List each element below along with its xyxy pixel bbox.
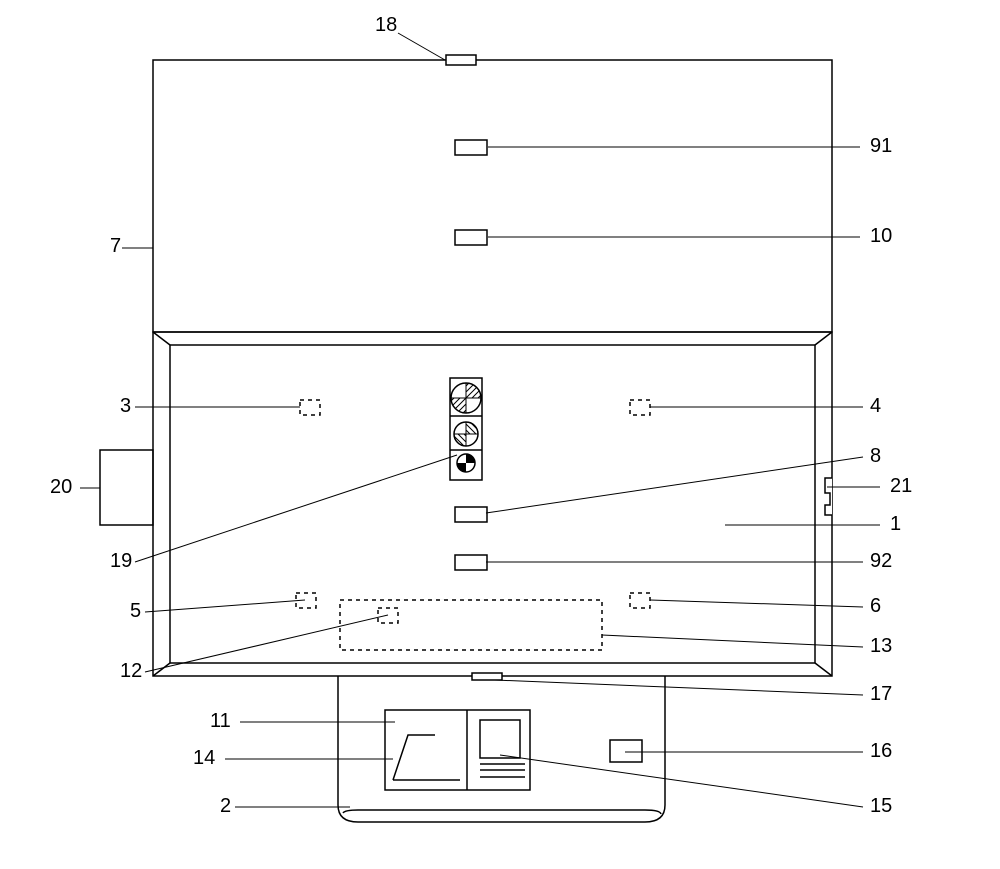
right-notch xyxy=(825,478,832,515)
label-6: 6 xyxy=(870,595,881,618)
left-box xyxy=(100,450,153,525)
chart-line xyxy=(393,735,460,780)
base-outline xyxy=(338,676,665,822)
label-11: 11 xyxy=(210,710,231,733)
bottom-tab xyxy=(472,673,502,680)
dashed-box-6 xyxy=(630,593,650,608)
label-18: 18 xyxy=(375,14,397,37)
circle-segment xyxy=(457,463,466,472)
label-3: 3 xyxy=(120,395,131,418)
label-91: 91 xyxy=(870,135,892,158)
label-1: 1 xyxy=(890,513,901,536)
diagram-canvas: 18 91 10 7 3 4 20 8 21 1 19 92 6 5 13 12… xyxy=(0,0,1000,869)
base-3d-edge xyxy=(343,810,661,814)
label-19: 19 xyxy=(110,550,132,573)
label-17: 17 xyxy=(870,683,892,706)
dashed-box-4 xyxy=(630,400,650,415)
lower-housing-inner xyxy=(170,345,815,663)
circle-segment xyxy=(466,454,475,463)
bevel-line xyxy=(815,332,832,345)
leader-lines xyxy=(80,33,880,807)
label-20: 20 xyxy=(50,476,72,499)
lower-housing-outer xyxy=(153,332,832,676)
circle-segment xyxy=(454,434,466,446)
technical-drawing-svg xyxy=(0,0,1000,869)
circle-segment xyxy=(451,398,466,413)
label-10: 10 xyxy=(870,225,892,248)
label-13: 13 xyxy=(870,635,892,658)
component-8 xyxy=(455,507,487,522)
label-16: 16 xyxy=(870,740,892,763)
circle-segment xyxy=(466,383,481,398)
component-92 xyxy=(455,555,487,570)
control-rect xyxy=(480,720,520,758)
dashed-box-3 xyxy=(300,400,320,415)
upper-housing xyxy=(153,60,832,332)
label-15: 15 xyxy=(870,795,892,818)
label-4: 4 xyxy=(870,395,881,418)
button-16 xyxy=(610,740,642,762)
circle-segment xyxy=(466,422,478,434)
bevel-line xyxy=(153,332,170,345)
label-12: 12 xyxy=(120,660,142,683)
label-8: 8 xyxy=(870,445,881,468)
bevel-line xyxy=(815,663,832,676)
label-14: 14 xyxy=(193,747,215,770)
label-92: 92 xyxy=(870,550,892,573)
component-10 xyxy=(455,230,487,245)
component-91 xyxy=(455,140,487,155)
label-21: 21 xyxy=(890,475,912,498)
top-tab xyxy=(446,55,476,65)
display-panel xyxy=(385,710,530,790)
label-2: 2 xyxy=(220,795,231,818)
label-7: 7 xyxy=(110,235,121,258)
label-5: 5 xyxy=(130,600,141,623)
